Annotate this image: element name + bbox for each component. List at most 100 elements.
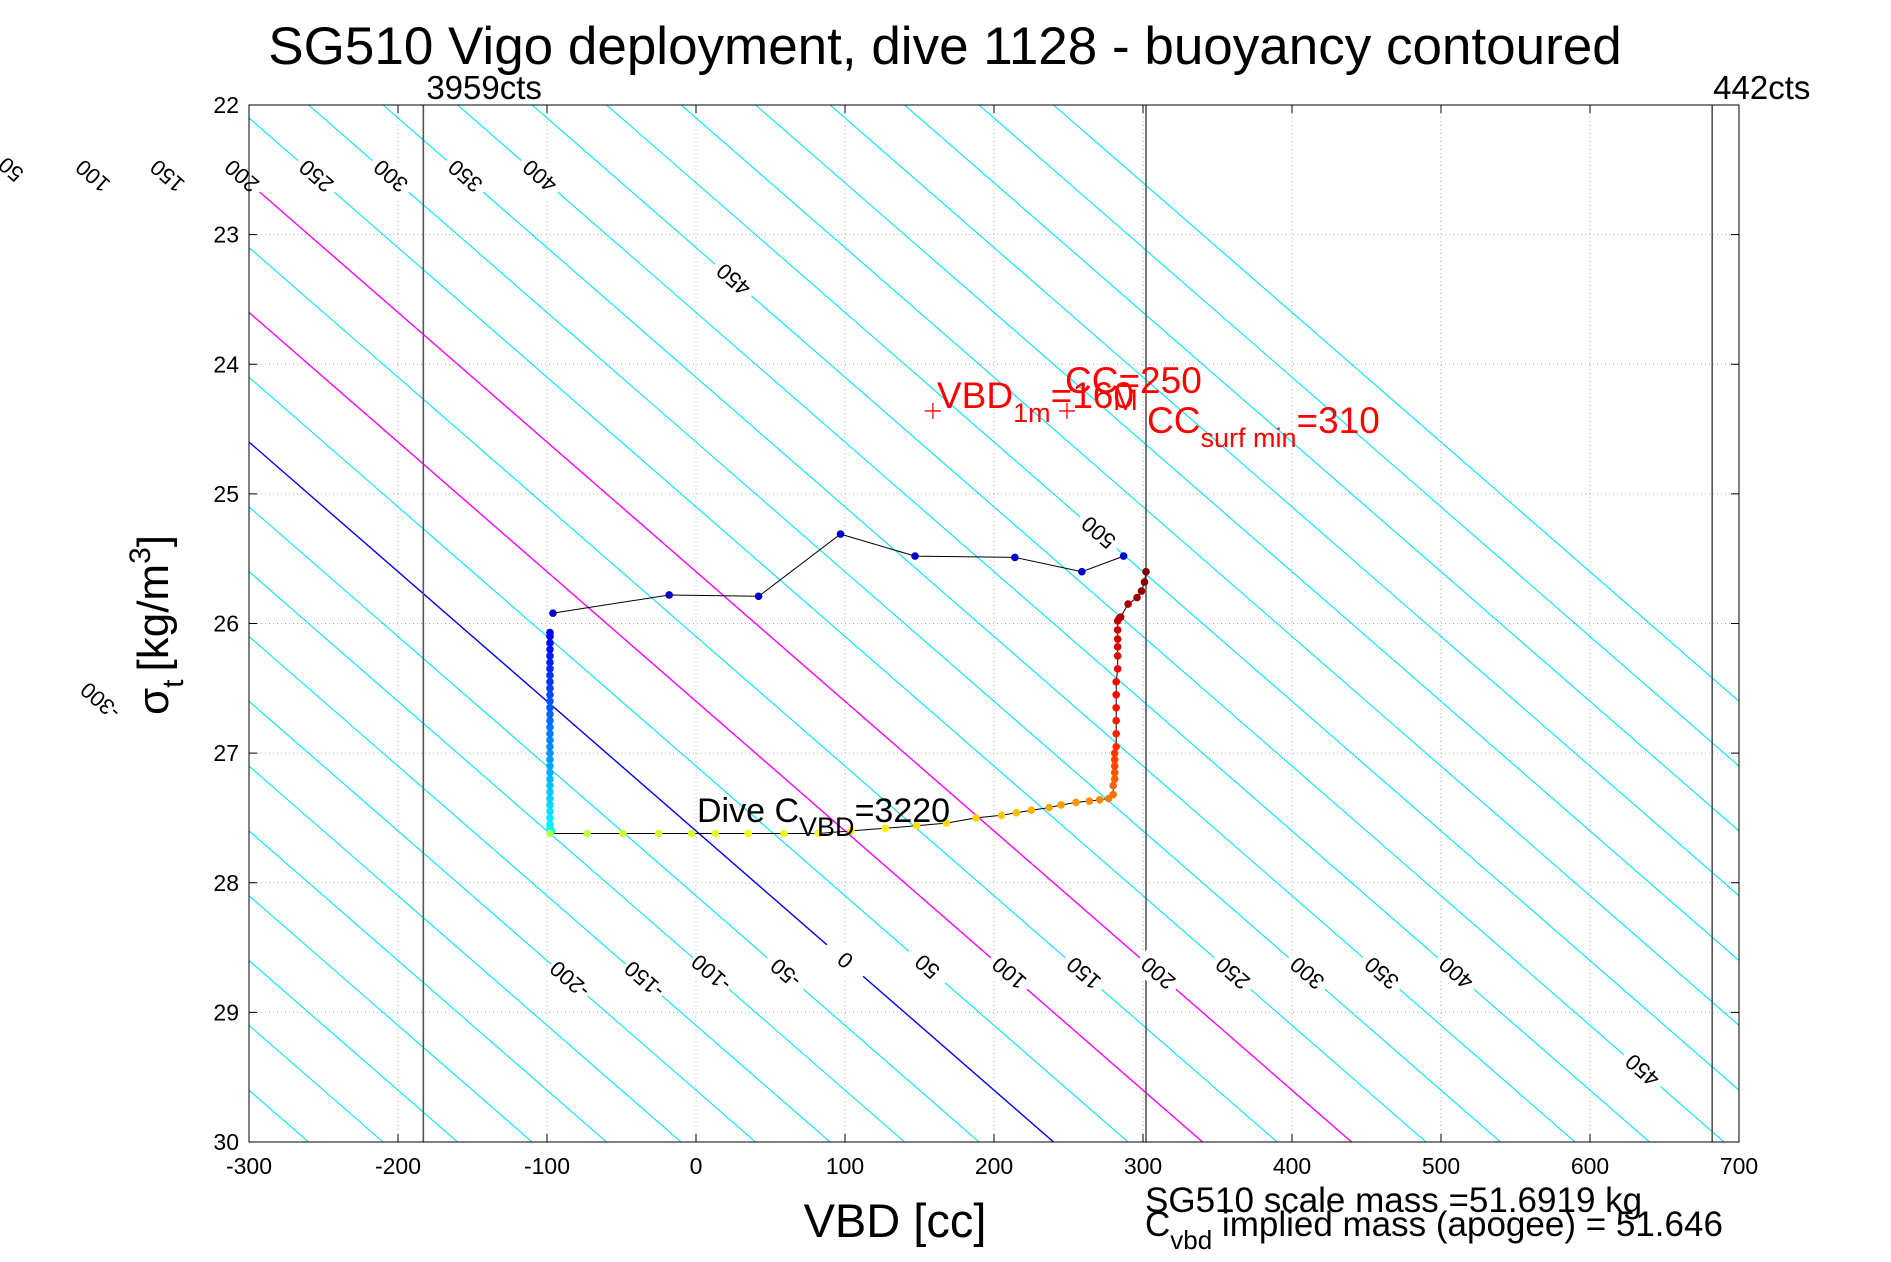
buoyancy-contour-line xyxy=(249,830,607,1142)
dive-point xyxy=(942,819,951,827)
count-limit-label: 3959cts xyxy=(426,69,542,106)
dive-point xyxy=(546,697,554,706)
dive-point xyxy=(1137,587,1146,595)
climb-point xyxy=(1119,552,1128,560)
climb-point xyxy=(836,530,845,538)
dive-point xyxy=(546,703,554,712)
climb-point xyxy=(1011,553,1019,562)
svg-text:σt[kg/m3]: σt[kg/m3] xyxy=(124,535,190,715)
dive-point xyxy=(1072,798,1080,807)
dive-point xyxy=(546,820,554,829)
buoyancy-contour-line xyxy=(904,105,1739,832)
dive-point xyxy=(1112,703,1120,712)
dive-point xyxy=(1095,795,1104,804)
dive-point xyxy=(1027,806,1036,814)
dive-point xyxy=(546,671,554,680)
dive-point xyxy=(1113,643,1122,651)
dive-point xyxy=(972,814,980,822)
dive-point xyxy=(1110,775,1119,783)
dive-point xyxy=(912,821,921,830)
buoyancy-contour-line xyxy=(680,105,1739,1027)
dive-point xyxy=(1110,755,1119,764)
y-tick-label: 29 xyxy=(213,999,239,1025)
contour-label-bg xyxy=(65,150,120,202)
contour-label-bg xyxy=(1429,947,1483,1000)
dive-point xyxy=(546,814,554,822)
contour-label-bg xyxy=(214,150,269,202)
dive-point xyxy=(546,652,554,660)
x-axis-label: VBD [cc] xyxy=(804,1194,987,1247)
contour-label-bg xyxy=(1354,947,1409,1000)
y-tick-label: 30 xyxy=(213,1129,239,1155)
cc-m-annotation: M xyxy=(1113,384,1138,417)
buoyancy-contour-line xyxy=(606,105,1739,1091)
dive-point xyxy=(654,829,663,838)
dive-point xyxy=(1109,781,1117,790)
dive-point xyxy=(1112,729,1120,738)
dive-point xyxy=(546,768,554,777)
dive-point xyxy=(780,829,788,838)
dive-point xyxy=(546,658,554,667)
dive-point xyxy=(1112,678,1120,686)
dive-point xyxy=(546,742,554,751)
buoyancy-contour-line xyxy=(755,105,1739,962)
vbd-1m-annotation: VBD1m=160 xyxy=(937,375,1134,428)
x-tick-label: -100 xyxy=(524,1153,570,1179)
contour-label-bg xyxy=(818,934,872,987)
contour-label-bg xyxy=(438,150,492,202)
contour-label-bg xyxy=(512,150,567,202)
contour-label-bg xyxy=(617,954,671,1006)
dive-point xyxy=(546,794,554,803)
climb-point xyxy=(549,609,557,617)
contour-label-bg xyxy=(1615,1045,1669,1097)
buoyancy-contour-line xyxy=(829,105,1739,897)
dive-point xyxy=(546,801,554,809)
y-tick-label: 23 xyxy=(213,222,239,248)
dive-point xyxy=(1113,652,1122,660)
x-tick-label: 0 xyxy=(690,1153,703,1179)
contour-label-bg xyxy=(982,947,1036,1000)
dive-point xyxy=(546,665,554,673)
dive-point xyxy=(546,755,554,764)
dive-point xyxy=(711,829,720,838)
buoyancy-contour-line xyxy=(249,765,682,1142)
dive-point xyxy=(1110,768,1119,777)
dive-point xyxy=(546,781,554,790)
dive-point xyxy=(1124,600,1132,608)
x-tick-label: 300 xyxy=(1124,1153,1162,1179)
dive-point xyxy=(546,639,554,647)
contour-label-bg xyxy=(1071,507,1125,559)
contour-label-bg xyxy=(706,254,760,306)
contour-label-bg xyxy=(1280,947,1334,1000)
dive-point xyxy=(1109,790,1117,799)
buoyancy-contour-line xyxy=(978,105,1739,767)
contour-label-bg xyxy=(1056,947,1111,1000)
y-tick-label: 25 xyxy=(213,481,239,507)
dive-point xyxy=(619,829,627,838)
axis-ticks: -300 -200 -100 0 100 200 300 400 500 600 700 22 23 24… xyxy=(213,92,1758,1179)
x-tick-label: -200 xyxy=(375,1153,421,1179)
x-tick-label: 400 xyxy=(1273,1153,1311,1179)
contour-label-bg xyxy=(289,150,343,202)
dive-point xyxy=(546,645,554,654)
dive-point xyxy=(1085,797,1094,805)
x-tick-label: -300 xyxy=(226,1153,272,1179)
contour-label-bg xyxy=(140,150,194,202)
dive-point xyxy=(687,829,696,838)
y-tick-label: 22 xyxy=(213,92,239,118)
dive-point xyxy=(546,690,554,699)
dive-point xyxy=(546,829,554,838)
contour-label-bg xyxy=(363,150,418,202)
dive-point xyxy=(1110,762,1119,770)
climb-point xyxy=(665,591,673,599)
dive-point xyxy=(546,749,554,757)
cc-surf-min-annotation: CCsurf min=310 xyxy=(1147,400,1380,453)
climb-point xyxy=(911,552,919,560)
dive-point xyxy=(881,824,890,833)
dive-point xyxy=(1112,690,1120,699)
dive-point xyxy=(997,811,1006,820)
implied-mass-text: Cvbd implied mass (apogee) = 51.646 xyxy=(1145,1205,1723,1255)
contour-label-bg xyxy=(73,675,127,727)
buoyancy-contour-line xyxy=(1053,105,1739,703)
